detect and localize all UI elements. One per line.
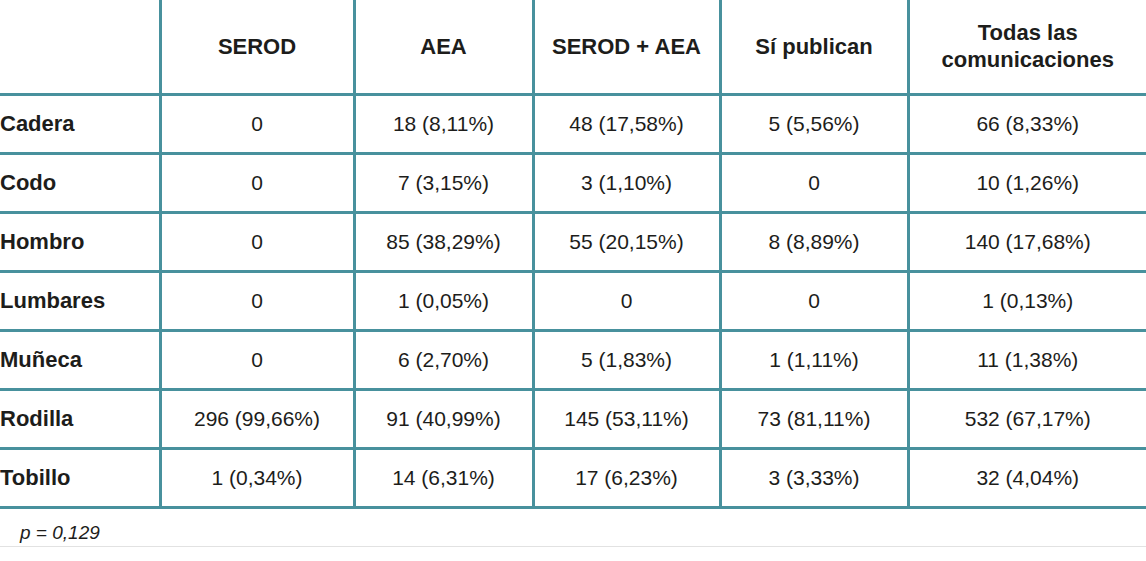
table-row-hombro: Hombro 0 85 (38,29%) 55 (20,15%) 8 (8,89… — [0, 212, 1146, 271]
corner-cell — [0, 0, 160, 94]
table-row-lumbares: Lumbares 0 1 (0,05%) 0 0 1 (0,13%) — [0, 271, 1146, 330]
table-row-muneca: Muñeca 0 6 (2,70%) 5 (1,83%) 1 (1,11%) 1… — [0, 330, 1146, 389]
table-cell: 3 (3,33%) — [720, 448, 908, 507]
header-row: SEROD AEA SEROD + AEA Sí publican Todas … — [0, 0, 1146, 94]
table-cell: 0 — [160, 94, 354, 153]
row-header: Hombro — [0, 212, 160, 271]
row-header: Lumbares — [0, 271, 160, 330]
row-header: Tobillo — [0, 448, 160, 507]
table-cell: 11 (1,38%) — [908, 330, 1146, 389]
table-cell: 0 — [160, 330, 354, 389]
column-header-todas: Todas las comunicaciones — [908, 0, 1146, 94]
row-header: Rodilla — [0, 389, 160, 448]
table-cell: 0 — [160, 212, 354, 271]
table-cell: 55 (20,15%) — [533, 212, 720, 271]
table-cell: 14 (6,31%) — [354, 448, 533, 507]
table-cell: 73 (81,11%) — [720, 389, 908, 448]
table-cell: 0 — [720, 153, 908, 212]
table-cell: 1 (0,13%) — [908, 271, 1146, 330]
table-cell: 6 (2,70%) — [354, 330, 533, 389]
row-header: Codo — [0, 153, 160, 212]
table-cell: 0 — [160, 271, 354, 330]
table-figure: SEROD AEA SEROD + AEA Sí publican Todas … — [0, 0, 1146, 561]
table-cell: 18 (8,11%) — [354, 94, 533, 153]
table-cell: 17 (6,23%) — [533, 448, 720, 507]
table-header: SEROD AEA SEROD + AEA Sí publican Todas … — [0, 0, 1146, 94]
table-cell: 3 (1,10%) — [533, 153, 720, 212]
table-cell: 0 — [160, 153, 354, 212]
column-header-serod: SEROD — [160, 0, 354, 94]
table-cell: 85 (38,29%) — [354, 212, 533, 271]
table-cell: 10 (1,26%) — [908, 153, 1146, 212]
row-header: Cadera — [0, 94, 160, 153]
table-cell: 1 (0,34%) — [160, 448, 354, 507]
table-row-tobillo: Tobillo 1 (0,34%) 14 (6,31%) 17 (6,23%) … — [0, 448, 1146, 507]
table-cell: 91 (40,99%) — [354, 389, 533, 448]
table-cell: 296 (99,66%) — [160, 389, 354, 448]
table-row-cadera: Cadera 0 18 (8,11%) 48 (17,58%) 5 (5,56%… — [0, 94, 1146, 153]
column-header-serod-aea: SEROD + AEA — [533, 0, 720, 94]
table-cell: 48 (17,58%) — [533, 94, 720, 153]
column-header-aea: AEA — [354, 0, 533, 94]
divider-line — [0, 546, 1146, 547]
table-row-rodilla: Rodilla 296 (99,66%) 91 (40,99%) 145 (53… — [0, 389, 1146, 448]
table-cell: 0 — [533, 271, 720, 330]
table-cell: 0 — [720, 271, 908, 330]
table-cell: 145 (53,11%) — [533, 389, 720, 448]
results-table: SEROD AEA SEROD + AEA Sí publican Todas … — [0, 0, 1146, 509]
table-cell: 140 (17,68%) — [908, 212, 1146, 271]
table-cell: 532 (67,17%) — [908, 389, 1146, 448]
table-cell: 32 (4,04%) — [908, 448, 1146, 507]
p-value-footnote: p = 0,129 — [20, 522, 1146, 544]
row-header: Muñeca — [0, 330, 160, 389]
column-header-si-publican: Sí publican — [720, 0, 908, 94]
table-cell: 8 (8,89%) — [720, 212, 908, 271]
table-cell: 1 (0,05%) — [354, 271, 533, 330]
table-cell: 5 (5,56%) — [720, 94, 908, 153]
table-cell: 7 (3,15%) — [354, 153, 533, 212]
table-row-codo: Codo 0 7 (3,15%) 3 (1,10%) 0 10 (1,26%) — [0, 153, 1146, 212]
table-cell: 5 (1,83%) — [533, 330, 720, 389]
table-body: Cadera 0 18 (8,11%) 48 (17,58%) 5 (5,56%… — [0, 94, 1146, 507]
table-cell: 1 (1,11%) — [720, 330, 908, 389]
table-cell: 66 (8,33%) — [908, 94, 1146, 153]
